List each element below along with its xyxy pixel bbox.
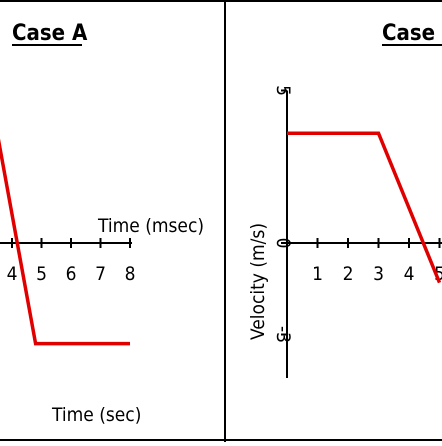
case-b-x-tick-label: 5 bbox=[434, 263, 442, 285]
case-a-x-tick-label: 7 bbox=[95, 263, 106, 285]
case-b-y-tick-label: -3 bbox=[272, 326, 294, 343]
case-b-plot: 50-31 2 3 4 5 bbox=[272, 85, 442, 378]
case-b-x-tick-label: 2 bbox=[343, 263, 354, 285]
case-a-x-tick-label: 4 bbox=[7, 263, 18, 285]
case-b-ylabel: Velocity (m/s) bbox=[247, 223, 269, 340]
case-a-xlabel-secondary: Time (sec) bbox=[51, 404, 141, 426]
case-b-title: Case B bbox=[382, 21, 442, 46]
case-b-series-line bbox=[287, 131, 442, 284]
case-a-x-tick-label: 5 bbox=[36, 263, 47, 285]
case-a-series-line bbox=[0, 138, 130, 346]
case-b-x-tick-label: 1 bbox=[312, 263, 323, 285]
case-a-x-tick-label: 6 bbox=[66, 263, 77, 285]
case-a-title: Case A bbox=[12, 21, 88, 46]
case-a-x-tick-label: 8 bbox=[125, 263, 136, 285]
case-a-xlabel: Time (msec) bbox=[97, 215, 204, 237]
case-b-x-tick-label: 3 bbox=[373, 263, 384, 285]
case-b-y-tick-label: 5 bbox=[272, 85, 294, 96]
case-b-y-tick-label: 0 bbox=[272, 238, 294, 249]
case-b-x-tick-label: 4 bbox=[404, 263, 415, 285]
